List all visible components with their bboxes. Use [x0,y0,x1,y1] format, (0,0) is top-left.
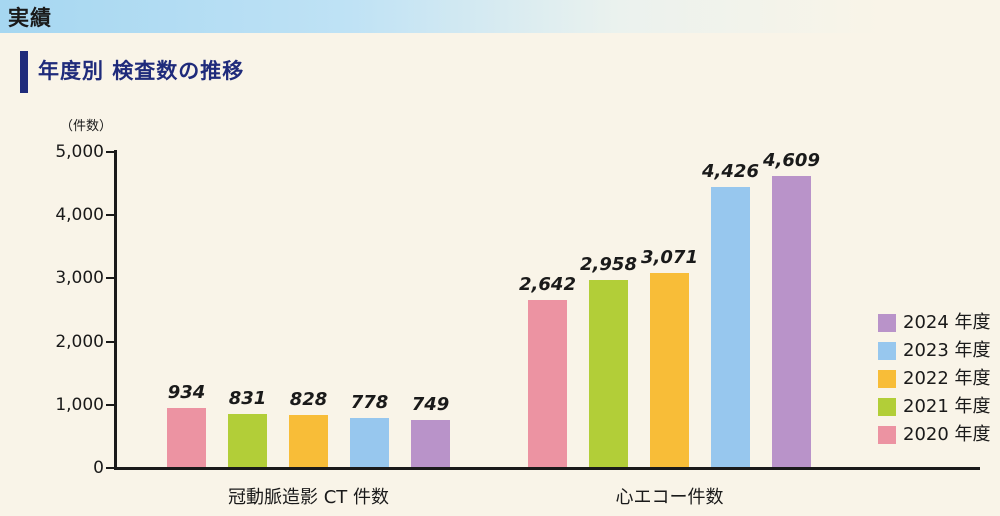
y-tick [106,467,114,469]
category-label: 心エコー件数 [615,487,724,508]
bar-2023年度 [711,187,750,467]
x-axis-line [114,467,980,470]
bar-value-label: 4,609 [763,149,820,171]
y-tick [106,403,114,406]
bar-value-label: 4,426 [702,161,759,183]
bar-value-label: 828 [289,388,328,410]
legend-swatch [878,398,896,416]
bar-value-label: 934 [167,381,206,403]
bar-2022年度 [289,414,328,467]
legend-swatch [878,426,896,444]
y-axis-unit-label: （件数） [59,119,112,134]
y-tick [106,277,114,280]
bar-2021年度 [228,414,267,467]
y-tick [106,340,114,343]
y-tick-label: 2,000 [55,331,104,352]
bar-value-label: 2,958 [580,254,637,276]
y-tick-label: 4,000 [55,205,104,226]
bar-2024年度 [772,175,811,467]
title-accent-bar [20,51,28,93]
y-axis-line [114,150,117,470]
legend-label: 2023 年度 [903,340,991,361]
top-banner: 実績 [0,0,1000,33]
y-tick [106,151,114,153]
category-label: 冠動脈造影 CT 件数 [227,487,390,508]
legend-swatch [878,370,896,388]
bar-value-label: 778 [350,391,389,413]
legend-label: 2024 年度 [903,312,991,333]
bar-2023年度 [350,417,389,467]
bar-value-label: 2,642 [519,274,576,296]
y-tick-label: 3,000 [55,268,104,289]
bar-2020年度 [528,300,567,467]
bar-2021年度 [589,280,628,467]
legend-label: 2021 年度 [903,396,991,417]
legend-swatch [878,314,896,332]
y-tick-label: 0 [93,458,104,478]
legend-label: 2022 年度 [903,368,991,389]
bar-value-label: 3,071 [641,246,698,268]
bar-2024年度 [411,419,450,467]
bar-value-label: 749 [411,393,450,415]
y-tick-label: 5,000 [55,142,104,162]
bar-2022年度 [650,272,689,467]
y-tick-label: 1,000 [55,394,104,415]
legend-label: 2020 年度 [903,424,991,445]
legend-swatch [878,342,896,360]
section-title: 年度別 検査数の推移 [38,59,245,83]
bar-2020年度 [167,407,206,467]
banner-title: 実績 [8,5,52,30]
y-tick [106,214,114,217]
bar-value-label: 831 [228,388,267,410]
